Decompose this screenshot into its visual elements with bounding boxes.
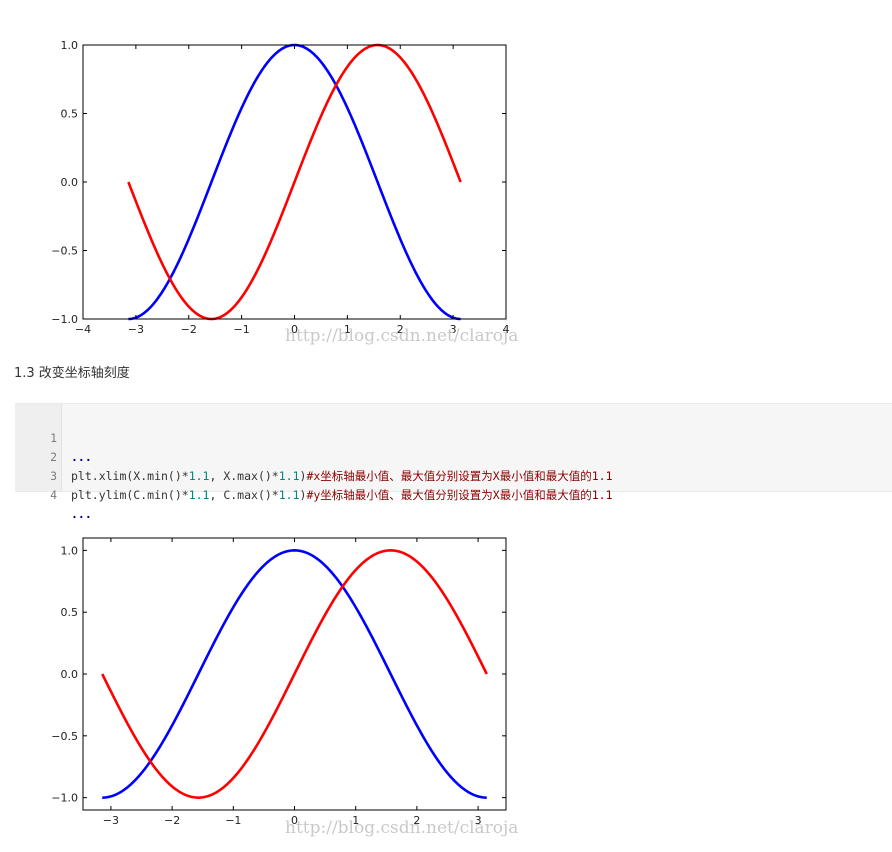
line-number: 4 (50, 488, 57, 502)
code-text: ) (299, 469, 307, 483)
x-tick-label: −1 (234, 323, 250, 336)
code-text: ) (299, 488, 307, 502)
x-tick-label: −3 (128, 323, 144, 336)
x-tick-label: 1 (352, 814, 359, 827)
code-number: 1.1 (278, 469, 300, 483)
code-number: 1.1 (278, 488, 300, 502)
code-text: plt.ylim(C.min()* (71, 488, 189, 502)
y-tick-label: −1.0 (51, 313, 78, 326)
y-tick-label: 0.5 (61, 606, 79, 619)
code-comment-number: 1.1 (591, 469, 613, 483)
y-tick-label: 0.0 (61, 668, 79, 681)
x-tick-label: 2 (397, 323, 404, 336)
chart-1-svg: −4 −3 −2 −1 0 1 2 3 4 −1.0 −0.5 0.0 0.5 1.0 http://bl… (51, 39, 518, 346)
chart-1: −4 −3 −2 −1 0 1 2 3 4 −1.0 −0.5 0.0 0.5 1.0 http://bl… (0, 0, 600, 350)
x-tick-label: −1 (225, 814, 241, 827)
code-line-2: 2 plt.xlim(X.min()*1.1, X.max()*1.1)#x坐标… (15, 429, 612, 483)
code-block: 1 ... 2 plt.xlim(X.min()*1.1, X.max()*1.… (15, 403, 892, 521)
sin-series-line (127, 43, 462, 321)
x-tick-label: −2 (181, 323, 197, 336)
y-tick-label: 0.0 (61, 176, 79, 189)
chart-2-svg: −3 −2 −1 0 1 2 3 −1.0 −0.5 0.0 0.5 1.0 http://blog.… (51, 537, 518, 838)
code-line-3: 3 plt.ylim(C.min()*1.1, C.max()*1.1)#y坐标… (15, 448, 612, 502)
watermark-text: http://blog.csdn.net/claroja (285, 326, 518, 346)
code-comment: #x坐标轴最小值、最大值分别设置为X最小值和最大值的 (306, 469, 592, 483)
line-number: 1 (50, 431, 57, 445)
code-number: 1.1 (188, 469, 210, 483)
code-comment: #y坐标轴最小值、最大值分别设置为X最小值和最大值的 (306, 488, 592, 502)
code-line-4: 4 ... (15, 467, 92, 521)
y-tick-label: −0.5 (51, 245, 78, 258)
x-tick-label: −2 (164, 814, 180, 827)
chart-2: −3 −2 −1 0 1 2 3 −1.0 −0.5 0.0 0.5 1.0 http://blog.… (0, 520, 600, 850)
y-tick-label: 1.0 (61, 544, 79, 557)
code-ellipsis: ... (71, 507, 92, 521)
sin-series-line (101, 549, 488, 799)
code-text: , X.max()* (209, 469, 279, 483)
line-number: 2 (50, 450, 57, 464)
y-tick-label: 0.5 (61, 108, 79, 121)
code-ellipsis: ... (71, 450, 92, 464)
code-text: , C.max()* (209, 488, 279, 502)
x-tick-label: 0 (291, 814, 298, 827)
y-tick-label: −1.0 (51, 792, 78, 805)
line-number: 3 (50, 469, 57, 483)
watermark-text: http://blog.csdn.net/claroja (285, 818, 518, 838)
cos-series-line (102, 549, 487, 799)
code-text: plt.xlim(X.min()* (71, 469, 189, 483)
y-tick-label: −0.5 (51, 730, 78, 743)
y-tick-label: 1.0 (61, 39, 79, 52)
x-tick-label: 0 (291, 323, 298, 336)
code-number: 1.1 (188, 488, 210, 502)
x-tick-label: 1 (344, 323, 351, 336)
x-tick-label: −4 (75, 323, 91, 336)
x-tick-label: 2 (413, 814, 420, 827)
x-tick-label: 4 (503, 323, 510, 336)
section-heading: 1.3 改变坐标轴刻度 (14, 366, 130, 381)
x-tick-label: 3 (475, 814, 482, 827)
code-comment-number: 1.1 (591, 488, 613, 502)
x-tick-label: −3 (103, 814, 119, 827)
line-number-gutter (15, 404, 62, 491)
code-line-1: 1 ... (15, 410, 92, 464)
x-tick-label: 3 (450, 323, 457, 336)
